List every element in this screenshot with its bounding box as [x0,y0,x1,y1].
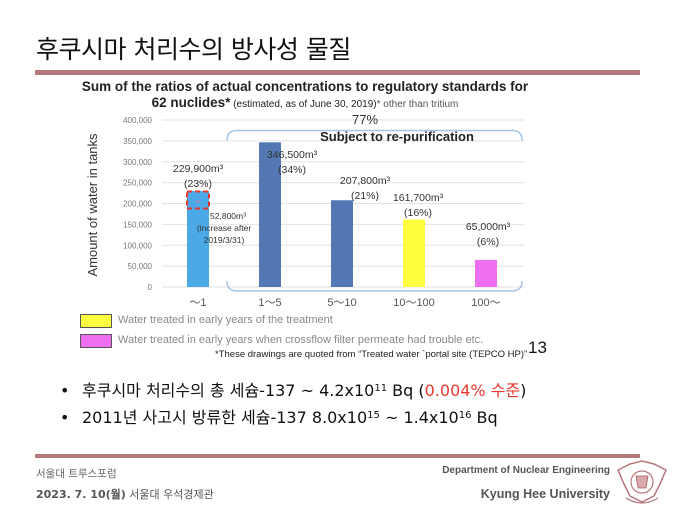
increase-highlight-box [186,190,210,210]
y-tick-label: 0 [148,283,153,292]
bar [475,259,497,287]
y-tick-label: 350,000 [123,137,152,146]
value-label: 207,800m³ [340,175,391,187]
bullet-item: • 2011년 사고시 방류한 세슘-137 8.0x1015 ~ 1.4x101… [60,404,498,428]
bar [331,200,353,287]
exponent: 11 [374,383,388,394]
source-note: *These drawings are quoted from “Treated… [215,349,528,360]
exponent: 16 [458,410,472,421]
footer-department: Department of Nuclear Engineering [442,465,610,476]
percent-label: (6%) [477,236,499,248]
page-number: 13 [528,338,547,357]
increase-label: 52,800m³ [210,211,246,221]
y-tick-label: 300,000 [123,158,152,167]
chart-title-line1: Sum of the ratios of actual concentratio… [81,79,529,94]
y-tick-label: 50,000 [128,262,153,271]
x-tick-label: 100～ [471,297,500,309]
bar [187,191,209,287]
legend-swatch-yellow [80,314,112,328]
chart-title-line2: 62 nuclides* (estimated, as of June 30, … [60,95,550,110]
value-label: 346,500m³ [267,149,318,161]
y-tick-label: 200,000 [123,200,152,209]
exponent: 15 [367,410,380,421]
slide-title: 후쿠시마 처리수의 방사성 물질 [36,35,351,64]
footer-university: Kyung Hee University [480,487,610,501]
footer-divider [35,454,640,458]
increase-label: 2019/3/31) [204,235,245,245]
university-seal-icon [617,460,667,504]
legend-label-magenta: Water treated in early years when crossf… [118,334,484,346]
percent-label: (21%) [351,190,379,202]
bracket-label: Subject to re-purification [320,129,474,144]
x-tick-label: 5～10 [327,297,356,309]
bullet-dot: • [60,381,70,400]
footer-venue: 서울대 우석경제관 [125,488,214,501]
value-label: 65,000m³ [466,221,511,233]
x-tick-labels: ～1 1～5 5～10 10～100 100～ [189,297,500,309]
bullet-text: 후쿠시마 처리수의 총 세슘-137 ~ 4.2x10 [82,381,375,400]
bullet-text: ) [520,381,527,400]
chart-title-note: * other than tritium [376,99,459,110]
x-tick-label: 1～5 [258,297,281,309]
legend-label-yellow: Water treated in early years of the trea… [118,314,333,326]
increase-label: (increase after [197,223,251,233]
percent-label: (34%) [278,164,306,176]
title-divider [35,70,640,75]
bullet-dot: • [60,408,70,427]
footer-date-venue: 2023. 7. 10(월) 서울대 우석경제관 [36,486,214,502]
x-tick-label: 10～100 [393,297,435,309]
y-tick-label: 400,000 [123,116,152,125]
bars: 229,900m³ (23%) 346,500m³ (34%) 207,800m³ (21… [173,142,511,287]
bullet-text: ~ 1.4x10 [379,408,459,427]
value-label: 229,900m³ [173,163,224,175]
bracket-percent-label: 77% [352,112,378,127]
highlight-percent: 0.004% 수준 [424,381,521,400]
y-tick-label: 150,000 [123,220,152,229]
chart-title-nuclides: 62 nuclides* [151,95,231,110]
y-axis-label: Amount of water in tanks [85,133,100,277]
y-tick-label: 100,000 [123,241,152,250]
chart-title-estimated: (estimated, as of June 30, 2019) [230,99,377,110]
re-purification-bracket [226,129,523,292]
value-label: 161,700m³ [393,192,444,204]
bar-chart: 0 50,000 100,000 150,000 200,000 250,000 300,0… [85,112,525,309]
legend-swatch-magenta [80,334,112,348]
y-tick-labels: 0 50,000 100,000 150,000 200,000 250,000 300,0… [123,116,152,292]
y-tick-label: 250,000 [123,179,152,188]
increase-arrow-icon [195,200,201,204]
bullet-text: Bq [471,408,498,427]
bar [259,142,281,287]
bar [403,219,425,287]
bullet-text: Bq ( [387,381,425,400]
x-tick-label: ～1 [189,297,206,309]
bullet-text: 2011년 사고시 방류한 세슘-137 8.0x10 [82,408,368,427]
footer-date: 2023. 7. 10(월) [36,488,126,501]
percent-label: (16%) [404,207,432,219]
footer-event: 서울대 트루스포럼 [36,468,117,480]
bullet-item: • 후쿠시마 처리수의 총 세슘-137 ~ 4.2x1011 Bq (0.004… [60,377,527,401]
percent-label: (23%) [184,178,212,190]
